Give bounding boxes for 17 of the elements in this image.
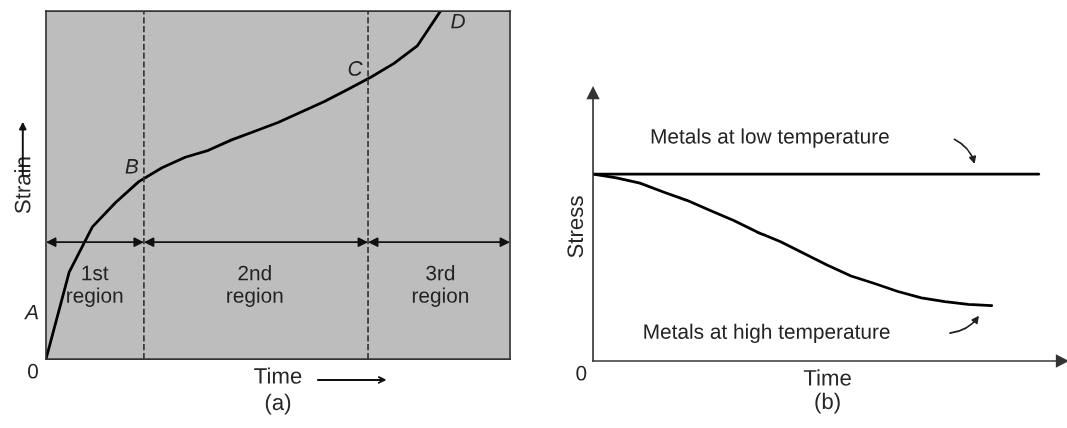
x-axis-title: Time [254, 367, 302, 384]
series-label: Metals at low temperature [651, 128, 889, 148]
series-label: Metals at high temperature [644, 323, 890, 344]
x-axis-title: Time [803, 369, 851, 386]
annotation: D [451, 14, 465, 29]
y-axis-title: Strain [14, 157, 31, 214]
text: (b) [815, 392, 840, 414]
annotation: C [348, 61, 363, 76]
y-axis-title: Stress [567, 196, 584, 258]
annotation: 1st region [67, 265, 123, 307]
annotation: A [24, 304, 38, 320]
annotation: B [125, 159, 139, 174]
annotation: 2nd region [227, 265, 283, 307]
text: 0 [28, 363, 38, 379]
text: (a) [265, 393, 291, 415]
annotation: 3rd region [412, 265, 469, 307]
text: 0 [576, 365, 587, 381]
